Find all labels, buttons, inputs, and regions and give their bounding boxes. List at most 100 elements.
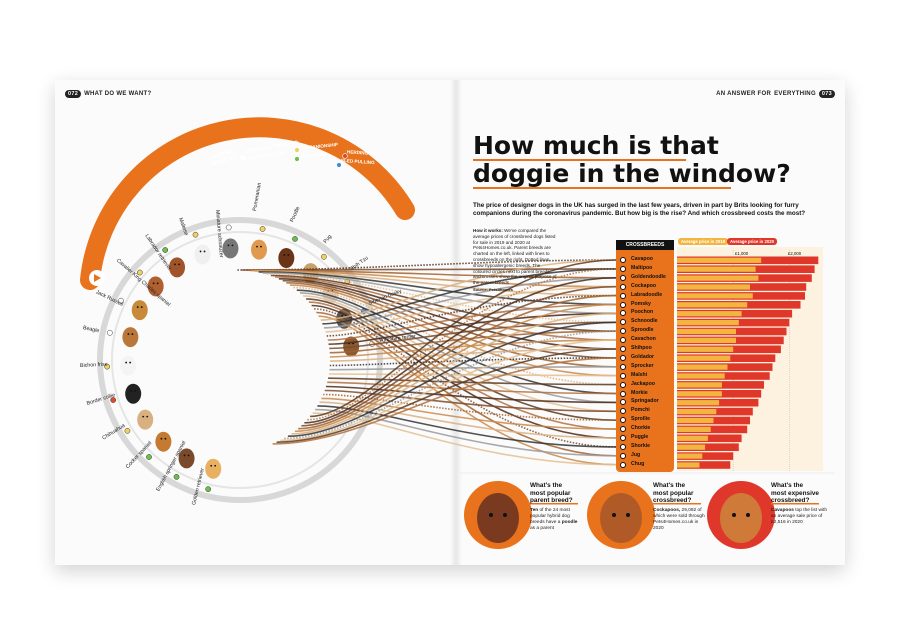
connector-line [323, 277, 617, 329]
purpose-indicator-dot [225, 224, 232, 231]
panel-3-body: top the list with an average sale price … [771, 508, 827, 525]
purpose-dot [240, 155, 246, 161]
crossbreed-dot [620, 426, 626, 433]
legend-2020: Average price in 2020 [727, 238, 778, 245]
bar-2019 [677, 391, 722, 397]
tick-label-1000: £1,000 [735, 251, 749, 256]
bar-2019 [677, 346, 734, 352]
right-page-number: 073 [818, 90, 835, 98]
dog-eye [164, 437, 167, 440]
connector-line [303, 295, 617, 413]
dog-eye [260, 245, 262, 248]
connector-line [241, 268, 617, 271]
dog-eye [146, 415, 149, 418]
crossbreed-name: Sprocker [631, 362, 654, 369]
dog-illustration [169, 257, 186, 278]
connector-line [308, 301, 617, 430]
bar-2019 [677, 462, 700, 468]
dog-eye [210, 464, 213, 467]
panel-1-title-2: most popular [530, 489, 571, 497]
connector-line [329, 321, 617, 350]
bar-2020 [677, 443, 739, 451]
bar-2019 [677, 417, 714, 424]
connector-line [299, 292, 617, 404]
crossbreed-dot [620, 319, 626, 326]
connector-line [237, 259, 617, 271]
crossbreed-name: Shihpoo [631, 345, 652, 351]
bar-2020 [677, 452, 734, 460]
cockapoo-eye [626, 513, 630, 517]
source-note: Source: Pets4Homes [473, 286, 514, 292]
dog-illustration [194, 244, 211, 265]
crossbreed-dot [620, 452, 626, 459]
connector-line [254, 270, 617, 297]
purpose-indicator-dot [106, 329, 113, 336]
panel-2-bold: Cockapoos, [653, 508, 681, 513]
crossbreed-name: Springador [631, 398, 659, 405]
crossbreed-dot [620, 257, 626, 263]
connector-line [298, 294, 617, 430]
dog-eye [140, 306, 143, 308]
panel-1-bold: Ten [530, 508, 539, 513]
connector-line [325, 285, 617, 333]
intro-text: The price of designer dogs in the UK has… [473, 202, 806, 217]
crossbreed-dot [620, 408, 626, 415]
crossbreed-name: Goldador [631, 353, 655, 360]
banner-arc [80, 117, 415, 290]
crossbreed-name: Cockapoo [631, 282, 657, 289]
crossbreed-header: CROSSBREEDS [616, 240, 674, 250]
right-folio: AN ANSWER FOR EVERYTHING 073 [716, 90, 835, 98]
panel-1-bold-2: poodle [561, 520, 578, 525]
crossbreed-dot [620, 274, 626, 281]
connector-line [272, 357, 617, 445]
crossbreed-name: Puggle [631, 434, 649, 440]
connector-line [325, 385, 617, 404]
dog-eye [283, 254, 286, 256]
dog-eye [127, 333, 130, 335]
title-line-2: doggie in the window? [473, 159, 791, 188]
bar-2020 [677, 425, 748, 434]
crossbreed-name: Chug [631, 460, 645, 467]
cavapoo-eye [732, 513, 736, 517]
right-section-bold: EVERYTHING [774, 91, 816, 97]
crossbreed-dot [620, 435, 626, 441]
connector-line [291, 312, 617, 435]
crossbreed-dot [620, 372, 626, 379]
dog-illustration [278, 248, 295, 269]
dog-illustration [125, 383, 142, 404]
dog-eye [130, 389, 133, 392]
bar-2019 [677, 373, 725, 379]
bar-2019 [677, 293, 753, 299]
purpose-indicator-dot [321, 253, 327, 260]
panel-3-title-1: What's the [771, 482, 804, 489]
connector-line [316, 311, 617, 457]
bar-2019 [677, 400, 720, 406]
dog-eye [134, 389, 137, 392]
how-it-works: How it works: We've compared the average… [473, 228, 558, 293]
dog-eye [352, 342, 355, 345]
connector-line [318, 315, 617, 466]
bar-2019 [677, 284, 750, 290]
purpose-indicator-dot [118, 297, 124, 304]
bar-2020 [677, 434, 742, 443]
crossbreed-name: Shorkie [631, 442, 651, 449]
dog-illustration [147, 276, 164, 297]
dog-eye [199, 250, 202, 253]
connector-line [329, 366, 617, 371]
dog-eye [131, 333, 134, 335]
panel-3-title-3: crossbreed? [771, 497, 810, 504]
crossbreed-dot [620, 310, 626, 317]
panel-3-text: Cavapoos top the list with an average sa… [771, 508, 833, 526]
tick-label-2000: £2,000 [788, 251, 802, 256]
crossbreed-name: Sprollie [631, 416, 651, 423]
connector-line [280, 339, 617, 442]
infographic-artwork [80, 117, 835, 549]
connector-line [328, 377, 617, 386]
how-it-works-text: We've compared the average prices of cro… [473, 228, 557, 286]
dog-eye [214, 464, 217, 467]
connector-line [301, 285, 617, 427]
purpose-dot [336, 162, 342, 168]
connector-line [315, 408, 617, 457]
bar-2019 [677, 453, 703, 459]
crossbreed-name: Goldendoodle [631, 273, 666, 280]
